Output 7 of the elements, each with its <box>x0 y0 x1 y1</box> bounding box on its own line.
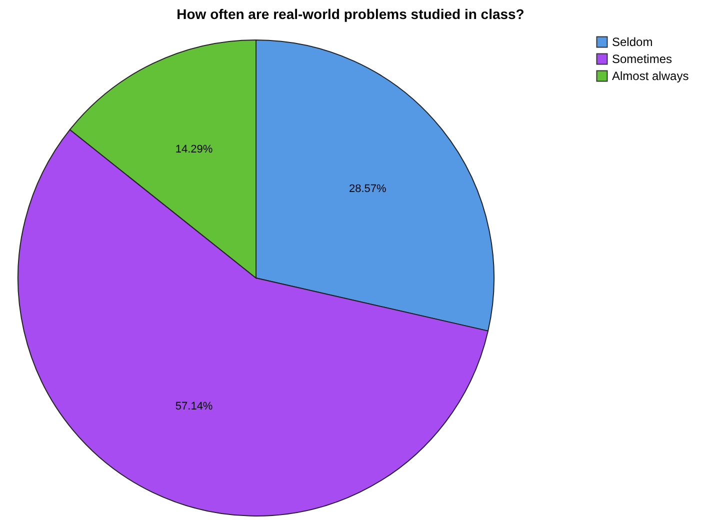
chart-title: How often are real-world problems studied in class? <box>176 6 524 22</box>
data-label: 28.57% <box>348 182 387 195</box>
data-label: 57.14% <box>175 400 213 413</box>
data-label: 14.29% <box>175 143 213 156</box>
legend-label: Sometimes <box>612 52 672 66</box>
legend-label: Seldom <box>612 35 653 49</box>
legend-label: Almost always <box>612 69 689 83</box>
